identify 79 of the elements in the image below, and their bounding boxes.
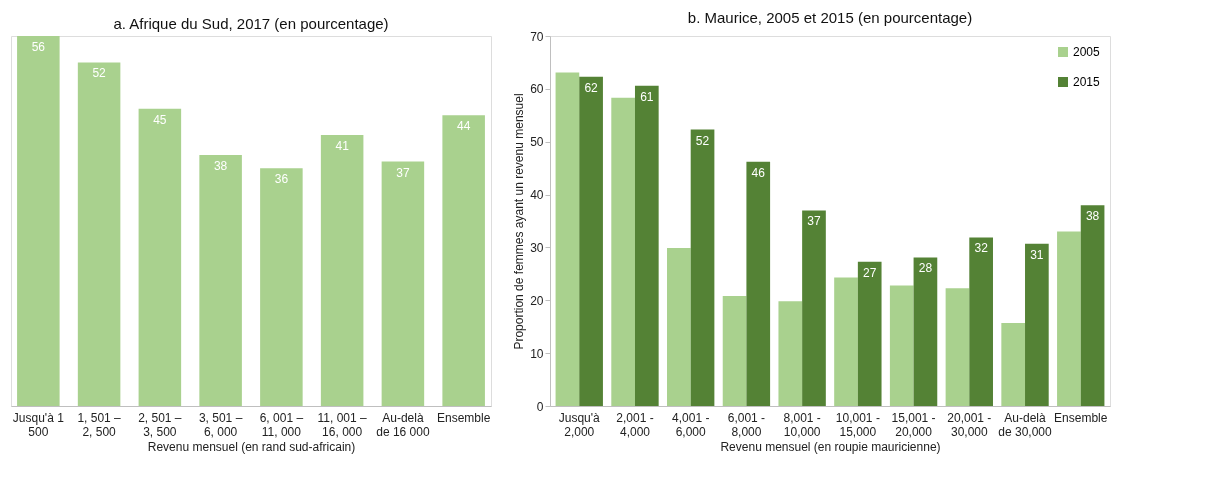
data-label: 27 xyxy=(863,265,877,280)
x-axis-title: Revenu mensuel (en roupie mauricienne) xyxy=(720,439,941,454)
data-label: 56 xyxy=(31,40,46,54)
data-label: 61 xyxy=(640,89,654,104)
x-tick-label: 2,001 - 4,000 xyxy=(616,410,654,439)
x-tick-label: 8,001 - 10,000 xyxy=(783,410,821,439)
x-tick-label: 6,001 - 8,000 xyxy=(727,410,766,439)
bar xyxy=(634,85,659,406)
data-label: 37 xyxy=(396,165,410,180)
y-axis-title: Proportion de femmes ayant un revenu mensuel xyxy=(512,93,527,350)
bar xyxy=(913,257,938,406)
x-tick-label: Ensemble xyxy=(436,410,491,425)
y-tick-label: 60 xyxy=(530,82,544,97)
bar xyxy=(1057,231,1081,406)
y-tick-label: 10 xyxy=(530,346,544,361)
data-label: 28 xyxy=(918,261,933,276)
bar xyxy=(802,210,826,406)
x-tick-label: 2, 501 – 3, 500 xyxy=(138,410,182,439)
bar xyxy=(579,76,603,406)
x-tick-label: 6, 001 – 11, 000 xyxy=(259,410,304,439)
data-label: 31 xyxy=(1030,247,1044,262)
x-tick-label: 4,001 - 6,000 xyxy=(672,410,710,439)
chart-title: a. Afrique du Sud, 2017 (en pourcentage) xyxy=(113,15,389,32)
x-tick-label: 11, 001 – 16, 000 xyxy=(317,410,368,439)
data-label: 37 xyxy=(807,214,821,229)
bar xyxy=(690,129,715,406)
x-tick-label: 1, 501 – 2, 500 xyxy=(77,410,122,439)
bar xyxy=(442,115,485,406)
data-label: 52 xyxy=(695,133,710,148)
x-tick-label: Au-delà de 16 000 xyxy=(376,410,430,439)
bar xyxy=(555,72,580,406)
bar xyxy=(320,135,364,406)
bar xyxy=(969,237,993,406)
y-tick-label: 30 xyxy=(530,240,544,255)
bar xyxy=(611,97,635,406)
y-tick-label: 70 xyxy=(530,29,544,44)
bar xyxy=(77,62,121,406)
x-tick-label: 3, 501 – 6, 000 xyxy=(198,410,243,439)
bar xyxy=(1025,243,1049,406)
bar xyxy=(945,288,970,406)
data-label: 32 xyxy=(974,241,989,256)
bar xyxy=(1080,205,1105,406)
x-tick-label: Jusqu'à 1 500 xyxy=(12,410,65,439)
bar xyxy=(138,108,182,406)
legend-label: 2005 xyxy=(1073,45,1101,59)
bar xyxy=(1001,323,1026,406)
legend-label: 2015 xyxy=(1073,75,1101,89)
data-label: 38 xyxy=(1085,209,1100,224)
bar xyxy=(381,161,425,406)
bar xyxy=(778,301,803,406)
bar xyxy=(834,277,858,406)
bar xyxy=(667,247,691,406)
x-tick-label: Au-delà de 30,000 xyxy=(998,410,1053,439)
bar xyxy=(857,261,882,406)
y-tick-label: 40 xyxy=(530,188,544,203)
chart-title: b. Maurice, 2005 et 2015 (en pourcentage) xyxy=(687,9,973,26)
y-tick-label: 50 xyxy=(530,135,544,150)
data-label: 44 xyxy=(456,119,471,134)
data-label: 36 xyxy=(274,172,289,187)
bar xyxy=(889,285,914,406)
x-tick-label: 15,001 - 20,000 xyxy=(891,410,936,439)
data-label: 45 xyxy=(153,112,167,127)
x-axis-title: Revenu mensuel (en rand sud-africain) xyxy=(147,439,356,454)
data-label: 41 xyxy=(335,139,350,154)
x-tick-label: 20,001 - 30,000 xyxy=(947,410,992,439)
x-tick-label: Jusqu'à 2,000 xyxy=(558,410,601,439)
y-tick-label: 20 xyxy=(530,293,544,308)
bar xyxy=(722,296,747,406)
bar xyxy=(17,36,60,406)
bar xyxy=(199,154,242,406)
bar xyxy=(260,168,303,406)
y-tick-label: 0 xyxy=(536,399,544,414)
data-label: 62 xyxy=(584,80,599,95)
data-label: 38 xyxy=(213,158,228,173)
data-label: 46 xyxy=(751,165,766,180)
data-label: 52 xyxy=(92,66,107,81)
x-tick-label: 10,001 - 15,000 xyxy=(835,410,880,439)
bar xyxy=(746,161,771,406)
x-tick-label: Ensemble xyxy=(1054,410,1108,425)
